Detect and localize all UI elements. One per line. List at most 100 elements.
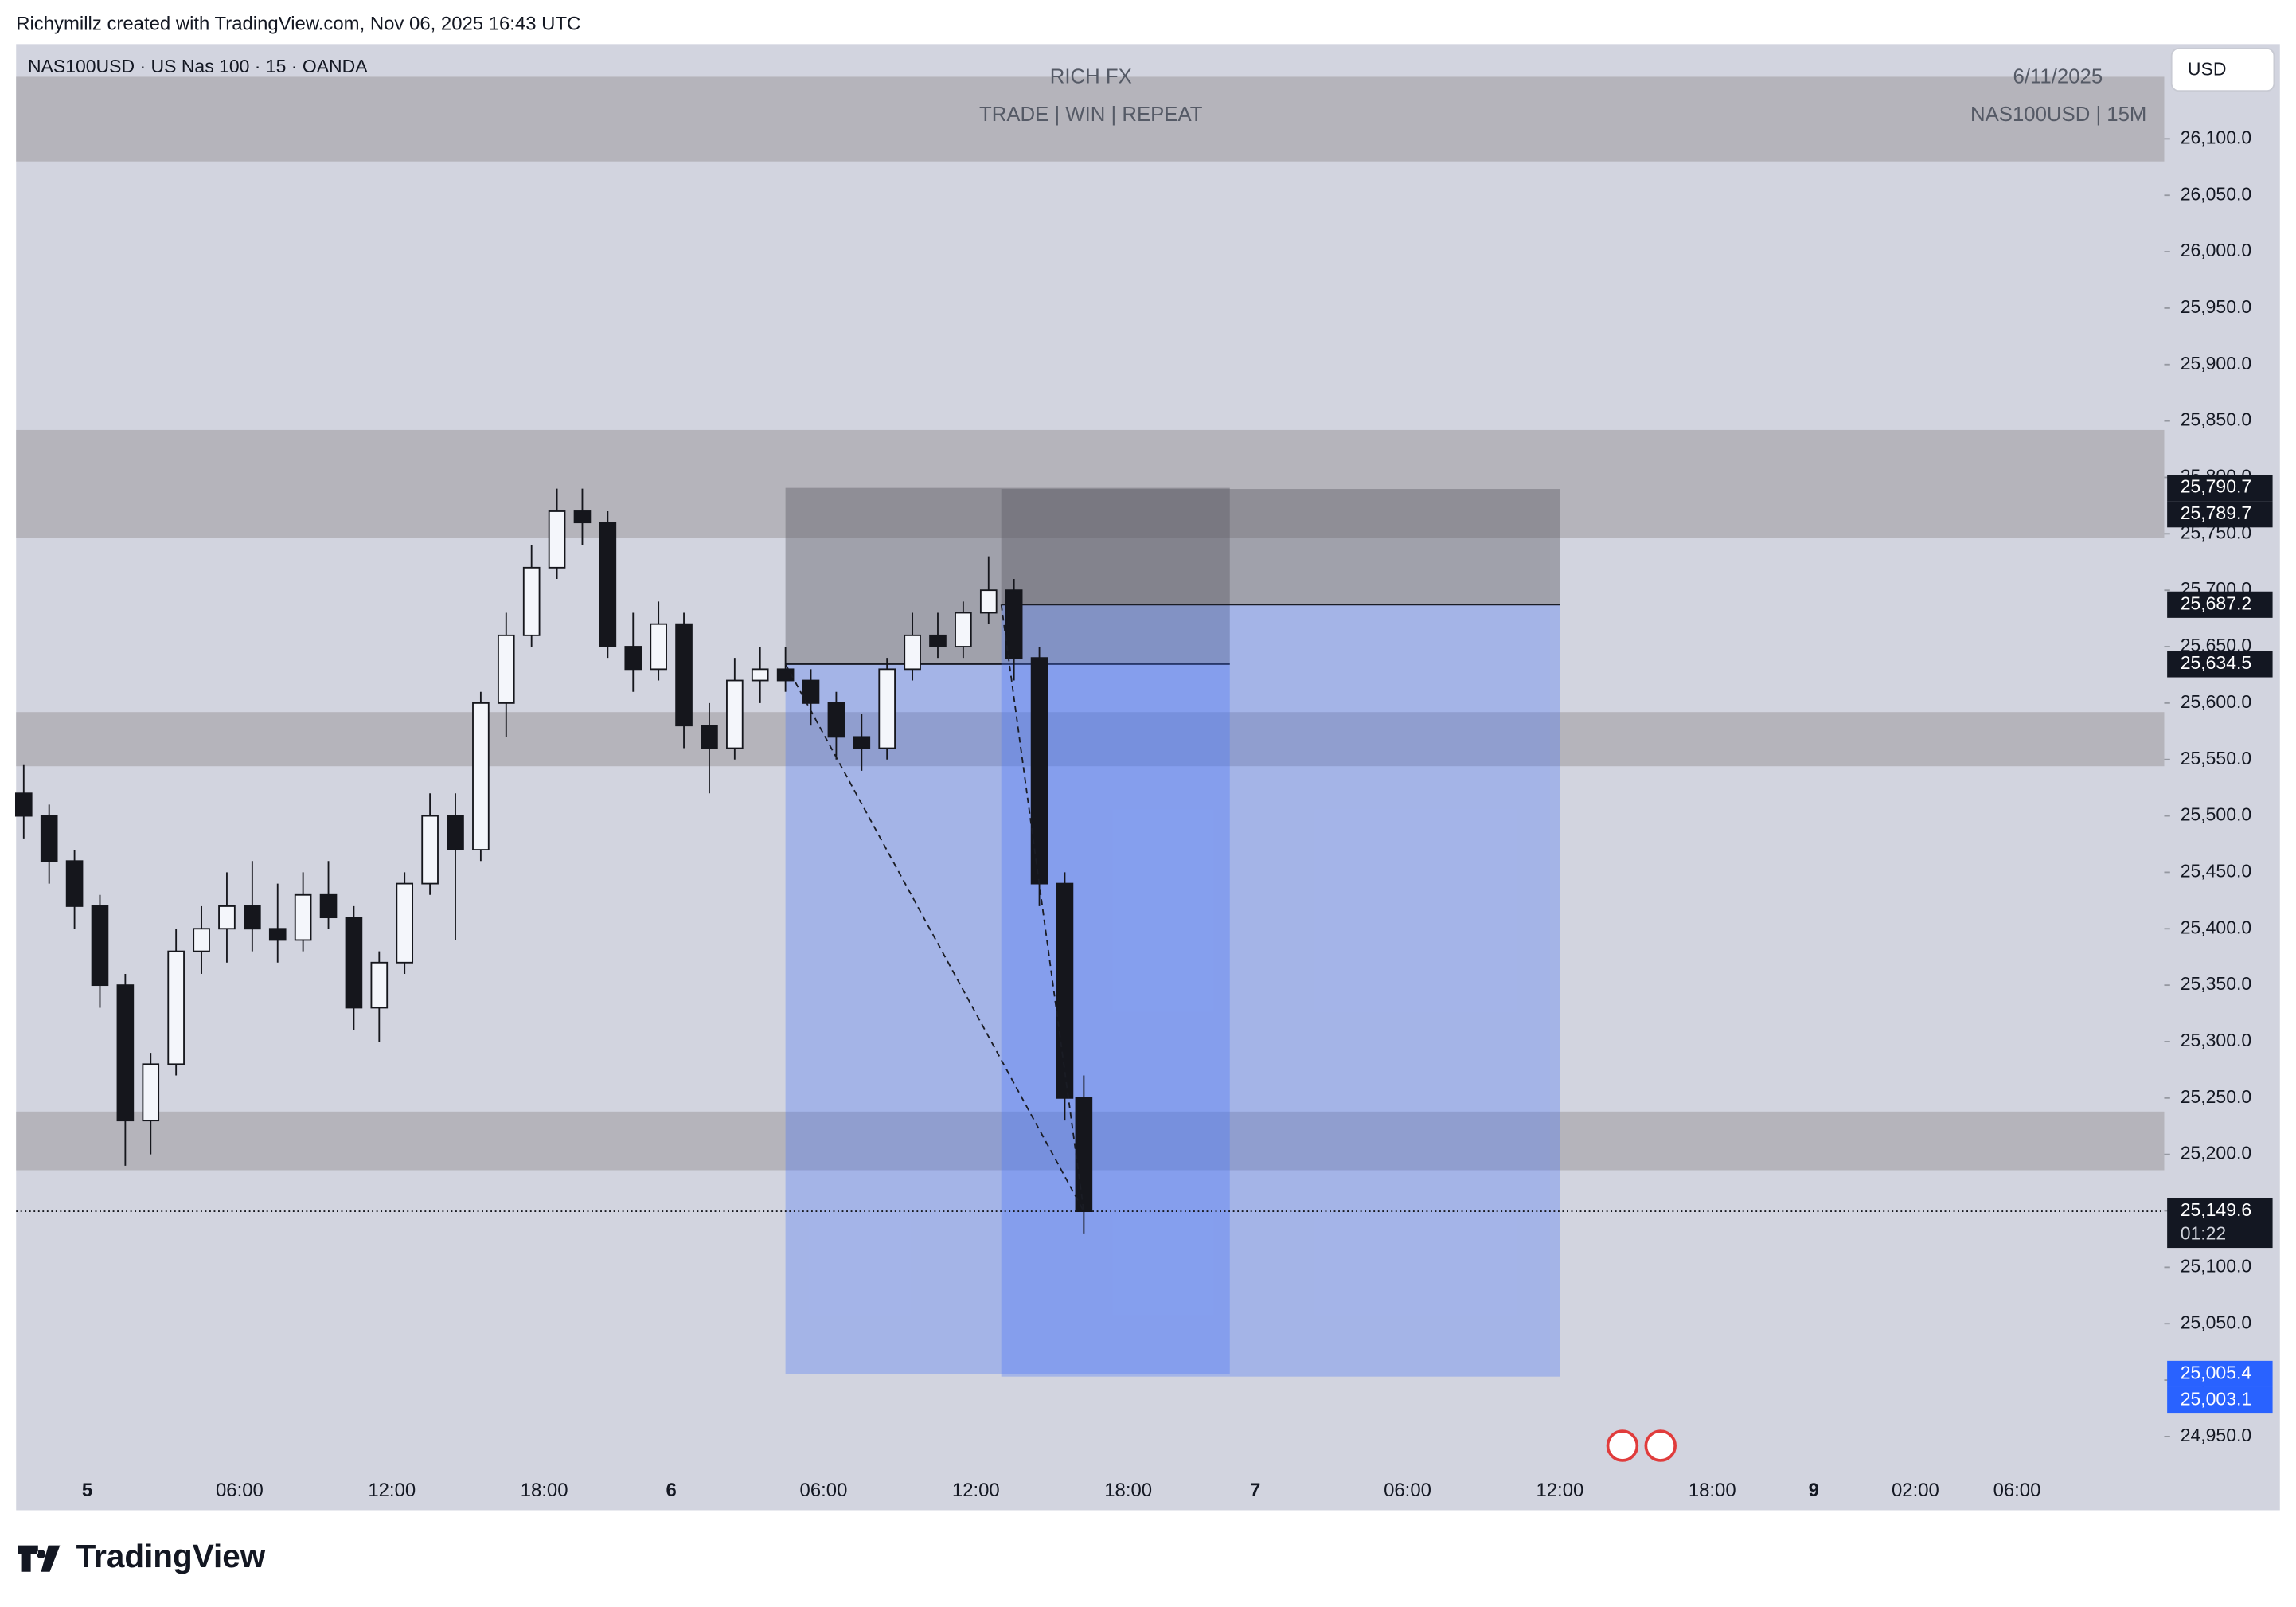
candle-body — [218, 905, 236, 930]
y-tick-label: 25,500.0 — [2181, 804, 2251, 825]
y-tick-label: 26,100.0 — [2181, 127, 2251, 147]
annotation: 6/11/2025 — [2013, 65, 2103, 88]
candle-body — [1075, 1097, 1093, 1213]
candle-body — [447, 815, 464, 850]
chart-background — [16, 44, 2280, 1511]
y-tick-label: 25,050.0 — [2181, 1312, 2251, 1332]
zone — [16, 429, 2165, 538]
price-label-box — [2167, 501, 2273, 528]
annotation: RICH FX — [1050, 65, 1132, 88]
candle-body — [599, 522, 617, 647]
currency-label[interactable]: USD — [2188, 59, 2227, 80]
candle-body — [14, 792, 33, 817]
candle-body — [827, 702, 845, 738]
candle-body — [853, 736, 871, 749]
y-tick-label: 25,300.0 — [2181, 1030, 2251, 1050]
header: Richymillz created with TradingView.com,… — [16, 14, 580, 35]
x-tick-label: 9 — [1809, 1480, 1819, 1501]
countdown-label: 01:22 — [2181, 1223, 2227, 1244]
candle-body — [573, 510, 592, 524]
target-zone — [785, 663, 1230, 1374]
price-label-box — [2167, 591, 2273, 618]
x-tick-label: 06:00 — [800, 1480, 848, 1501]
y-tick-label: 25,550.0 — [2181, 748, 2251, 768]
candle-body — [244, 905, 261, 930]
x-tick-label: 18:00 — [1689, 1480, 1736, 1501]
candle-body — [345, 917, 363, 1009]
candle-body — [701, 725, 718, 749]
x-tick-label: 12:00 — [1536, 1480, 1583, 1501]
projection-line — [784, 663, 1085, 1212]
price-label-box — [2167, 1360, 2273, 1387]
candle-body — [955, 612, 972, 647]
y-tick-label: 24,950.0 — [2181, 1425, 2251, 1445]
candle-body — [624, 646, 642, 671]
candle-body — [497, 634, 515, 704]
symbol-title: NAS100USD · US Nas 100 · 15 · OANDA — [28, 56, 368, 76]
x-tick-label: 18:00 — [1104, 1480, 1152, 1501]
price-label: 25,005.4 — [2181, 1363, 2252, 1383]
y-tick-label: 25,900.0 — [2181, 353, 2251, 373]
candle-body — [751, 668, 769, 682]
target-zone — [1001, 604, 1560, 1377]
price-label: 25,790.7 — [2181, 476, 2251, 497]
price-label-box — [2167, 475, 2273, 502]
candle-body — [1030, 657, 1048, 885]
x-tick-label: 12:00 — [952, 1480, 1000, 1501]
x-tick-label: 06:00 — [1384, 1480, 1431, 1501]
tradingview-logo: TradingView — [18, 1538, 266, 1574]
candle-body — [370, 961, 389, 1009]
candle-body — [40, 815, 58, 862]
x-tick-label: 18:00 — [521, 1480, 568, 1501]
candle-body — [522, 566, 541, 636]
candle-body — [167, 950, 185, 1065]
candle-body — [396, 882, 414, 964]
last-price-label: 25,149.6 — [2181, 1199, 2251, 1220]
y-tick-label: 25,250.0 — [2181, 1086, 2251, 1107]
candle-body — [929, 634, 947, 647]
x-tick-label: 06:00 — [1993, 1480, 2041, 1501]
currency-button[interactable] — [2170, 47, 2275, 92]
candle-body — [1056, 882, 1074, 1099]
candle-body — [802, 679, 820, 704]
candle-body — [142, 1063, 160, 1122]
candle-body — [116, 984, 135, 1122]
x-tick-label: 02:00 — [1892, 1480, 1939, 1501]
candle-body — [268, 928, 287, 941]
zone — [16, 76, 2165, 162]
zone — [16, 712, 2165, 767]
candle-body — [548, 510, 566, 569]
candle-body — [726, 679, 744, 749]
candle-body — [979, 589, 998, 614]
y-tick-label: 25,950.0 — [2181, 296, 2251, 317]
candle-body — [650, 623, 667, 671]
logo-text: TradingView — [76, 1538, 266, 1574]
y-tick-label: 25,600.0 — [2181, 691, 2251, 712]
price-label: 25,789.7 — [2181, 502, 2251, 523]
event-flags — [1606, 1429, 1677, 1462]
last-price-box — [2167, 1198, 2273, 1249]
candle-body — [776, 668, 795, 682]
x-tick-label: 12:00 — [368, 1480, 416, 1501]
plot: 24,950.025,000.025,050.025,100.025,150.0… — [14, 76, 2273, 1501]
x-tick-label: 7 — [1250, 1480, 1260, 1501]
candle-body — [1005, 589, 1023, 659]
candle-body — [904, 634, 921, 671]
candle-body — [421, 815, 439, 885]
price-label: 25,687.2 — [2181, 592, 2251, 613]
y-tick-label: 25,450.0 — [2181, 860, 2251, 881]
price-label-box — [2167, 651, 2273, 678]
y-tick-label: 25,100.0 — [2181, 1255, 2251, 1276]
price-label: 25,634.5 — [2181, 652, 2251, 673]
candle-body — [472, 702, 490, 850]
annotation: TRADE | WIN | REPEAT — [979, 104, 1203, 126]
y-tick-label: 26,050.0 — [2181, 183, 2251, 204]
stop-zone — [1001, 489, 1560, 605]
candle-body — [294, 893, 312, 941]
x-tick-label: 6 — [666, 1480, 676, 1501]
y-tick-label: 25,850.0 — [2181, 409, 2251, 430]
candle-body — [675, 623, 693, 727]
price-label-box — [2167, 1386, 2273, 1414]
